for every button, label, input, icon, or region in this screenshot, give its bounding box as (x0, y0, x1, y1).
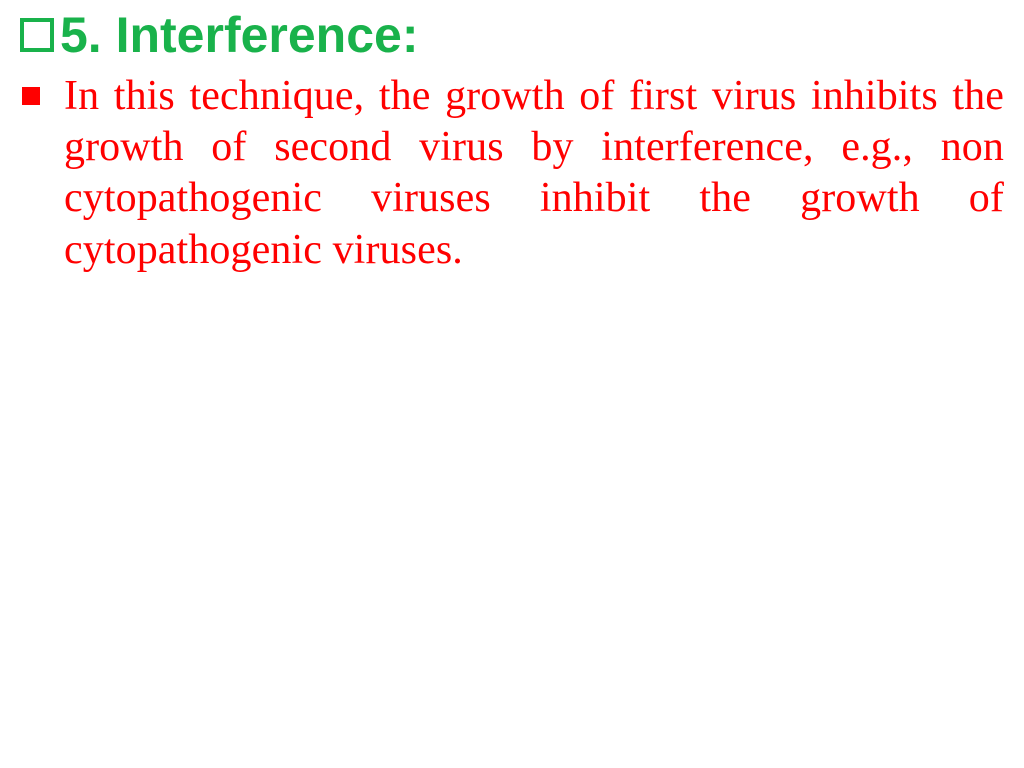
filled-square-bullet-icon (22, 87, 40, 105)
body-row: In this technique, the growth of first v… (20, 71, 1004, 276)
slide-body-text: In this technique, the growth of first v… (64, 71, 1004, 276)
slide-heading: 5. Interference: (60, 8, 418, 63)
hollow-square-bullet-icon (20, 18, 54, 52)
slide-container: 5. Interference: In this technique, the … (0, 0, 1024, 296)
heading-row: 5. Interference: (20, 8, 1004, 63)
